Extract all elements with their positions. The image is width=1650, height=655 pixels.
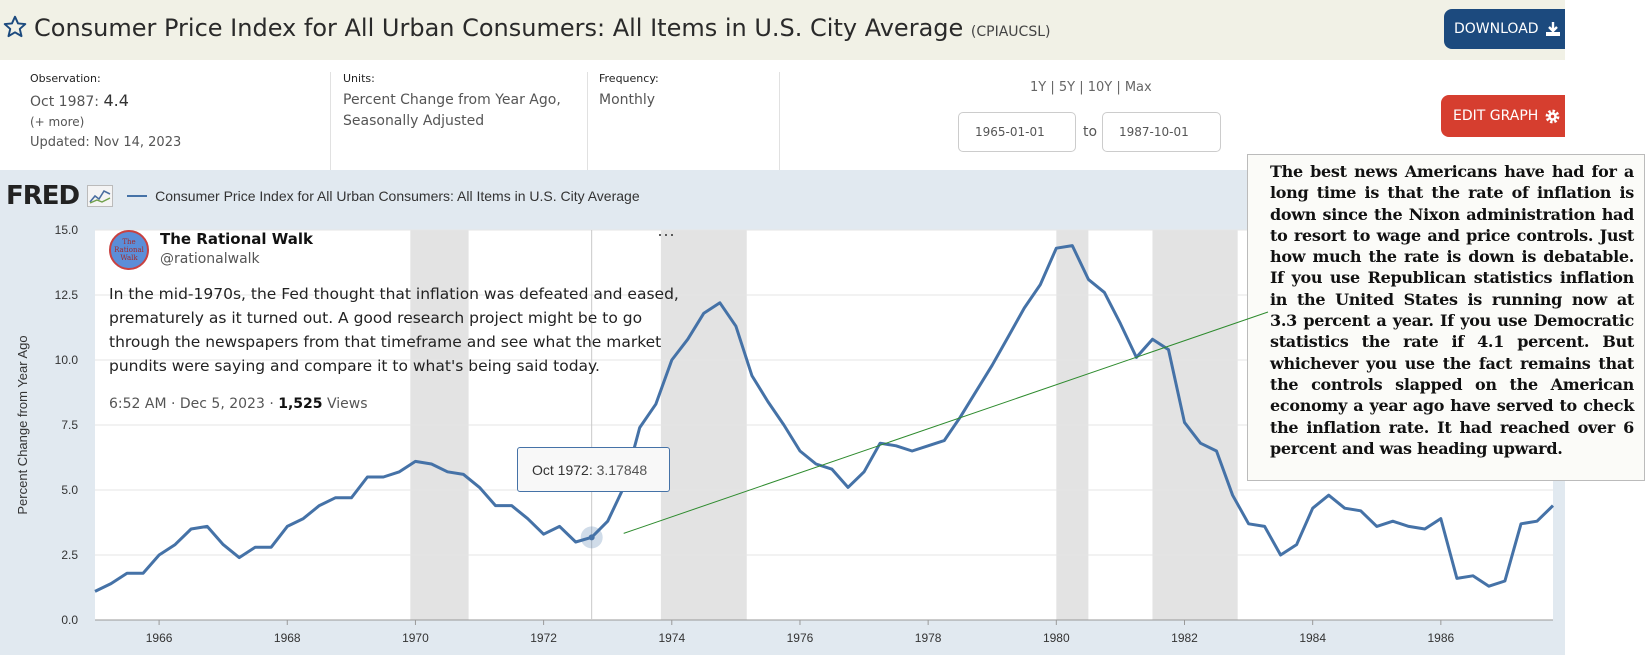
frequency-label: Frequency: — [599, 72, 659, 85]
y-tick-label: 12.5 — [55, 288, 79, 302]
legend-line — [127, 195, 148, 197]
observation-label: Observation: — [30, 72, 101, 85]
y-tick-label: 5.0 — [61, 483, 78, 497]
chart-line-icon — [87, 185, 114, 207]
units-column: Units: Percent Change from Year Ago, Sea… — [343, 72, 561, 132]
download-button[interactable]: DOWNLOAD — [1444, 9, 1565, 49]
observation-number: 4.4 — [103, 91, 129, 110]
y-tick-label: 15.0 — [55, 223, 79, 237]
x-tick-label: 1980 — [1043, 631, 1070, 645]
x-tick-label: 1982 — [1171, 631, 1198, 645]
x-tick-label: 1984 — [1299, 631, 1326, 645]
x-tick-label: 1986 — [1427, 631, 1454, 645]
tweet-time: 6:52 AM · Dec 5, 2023 · — [109, 396, 279, 412]
divider — [330, 72, 331, 170]
tweet-author-handle[interactable]: @rationalwalk — [160, 251, 260, 267]
x-tick-label: 1966 — [146, 631, 173, 645]
tweet-author-name[interactable]: The Rational Walk — [160, 230, 314, 248]
more-link[interactable]: (+ more) — [30, 115, 85, 129]
tweet-text: In the mid-1970s, the Fed thought that i… — [109, 285, 679, 375]
units-line2: Seasonally Adjusted — [343, 113, 485, 129]
tweet-views-label: Views — [322, 396, 368, 412]
star-icon[interactable] — [2, 14, 28, 40]
avatar[interactable]: The Rational Walk — [109, 230, 149, 270]
edit-graph-label: EDIT GRAPH — [1453, 108, 1539, 124]
page-title: Consumer Price Index for All Urban Consu… — [34, 14, 1050, 42]
to-label: to — [1083, 124, 1098, 140]
observation-value: Oct 1987: 4.4 — [30, 90, 181, 113]
tooltip-value: 3.17848 — [596, 461, 648, 478]
title-bar: Consumer Price Index for All Urban Consu… — [0, 0, 1565, 60]
x-tick-label: 1972 — [530, 631, 557, 645]
x-tick-label: 1968 — [274, 631, 301, 645]
observation-panel: Observation: Oct 1987: 4.4 (+ more) Upda… — [0, 60, 1565, 170]
units-label: Units: — [343, 72, 375, 85]
series-legend-title: Consumer Price Index for All Urban Consu… — [155, 188, 640, 204]
frequency-column: Frequency: Monthly — [599, 72, 659, 111]
tweet-views-count: 1,525 — [278, 396, 323, 412]
y-tick-label: 2.5 — [61, 548, 78, 562]
chart-tooltip: Oct 1972: 3.17848 — [517, 447, 670, 492]
more-options-icon[interactable]: ··· — [657, 224, 675, 244]
tooltip-date: Oct 1972: — [532, 461, 593, 478]
series-title: Consumer Price Index for All Urban Consu… — [34, 14, 964, 42]
observation-column: Observation: Oct 1987: 4.4 (+ more) Upda… — [30, 72, 181, 150]
tweet-meta: 6:52 AM · Dec 5, 2023 · 1,525 Views — [109, 396, 368, 412]
download-label: DOWNLOAD — [1454, 21, 1539, 37]
clipping-text: The best news Americans have had for a l… — [1270, 162, 1634, 458]
end-date-input[interactable]: 1987-10-01 — [1102, 112, 1221, 152]
hover-point — [588, 534, 595, 541]
x-tick-label: 1978 — [915, 631, 942, 645]
y-tick-label: 10.0 — [55, 353, 79, 367]
fred-header: FRED Consumer Price Index for All Urban … — [6, 176, 640, 216]
edit-graph-button[interactable]: EDIT GRAPH — [1441, 95, 1565, 137]
newspaper-clipping: The best news Americans have had for a l… — [1247, 154, 1645, 481]
frequency-value: Monthly — [599, 92, 656, 108]
x-tick-label: 1974 — [658, 631, 685, 645]
y-tick-label: 0.0 — [61, 613, 78, 627]
divider — [587, 72, 588, 170]
start-date-input[interactable]: 1965-01-01 — [958, 112, 1076, 152]
units-line1: Percent Change from Year Ago, — [343, 92, 561, 108]
series-code: (CPIAUCSL) — [970, 24, 1051, 40]
y-axis-label: Percent Change from Year Ago — [15, 335, 30, 514]
y-tick-label: 7.5 — [61, 418, 78, 432]
x-tick-label: 1970 — [402, 631, 429, 645]
gear-icon — [1545, 109, 1560, 123]
observation-date: Oct 1987: — [30, 94, 100, 110]
divider — [779, 72, 780, 170]
download-icon — [1545, 22, 1560, 36]
range-links[interactable]: 1Y | 5Y | 10Y | Max — [1030, 80, 1152, 95]
x-tick-label: 1976 — [787, 631, 814, 645]
updated-date: Updated: Nov 14, 2023 — [30, 135, 182, 150]
fred-logo: FRED — [6, 181, 80, 211]
